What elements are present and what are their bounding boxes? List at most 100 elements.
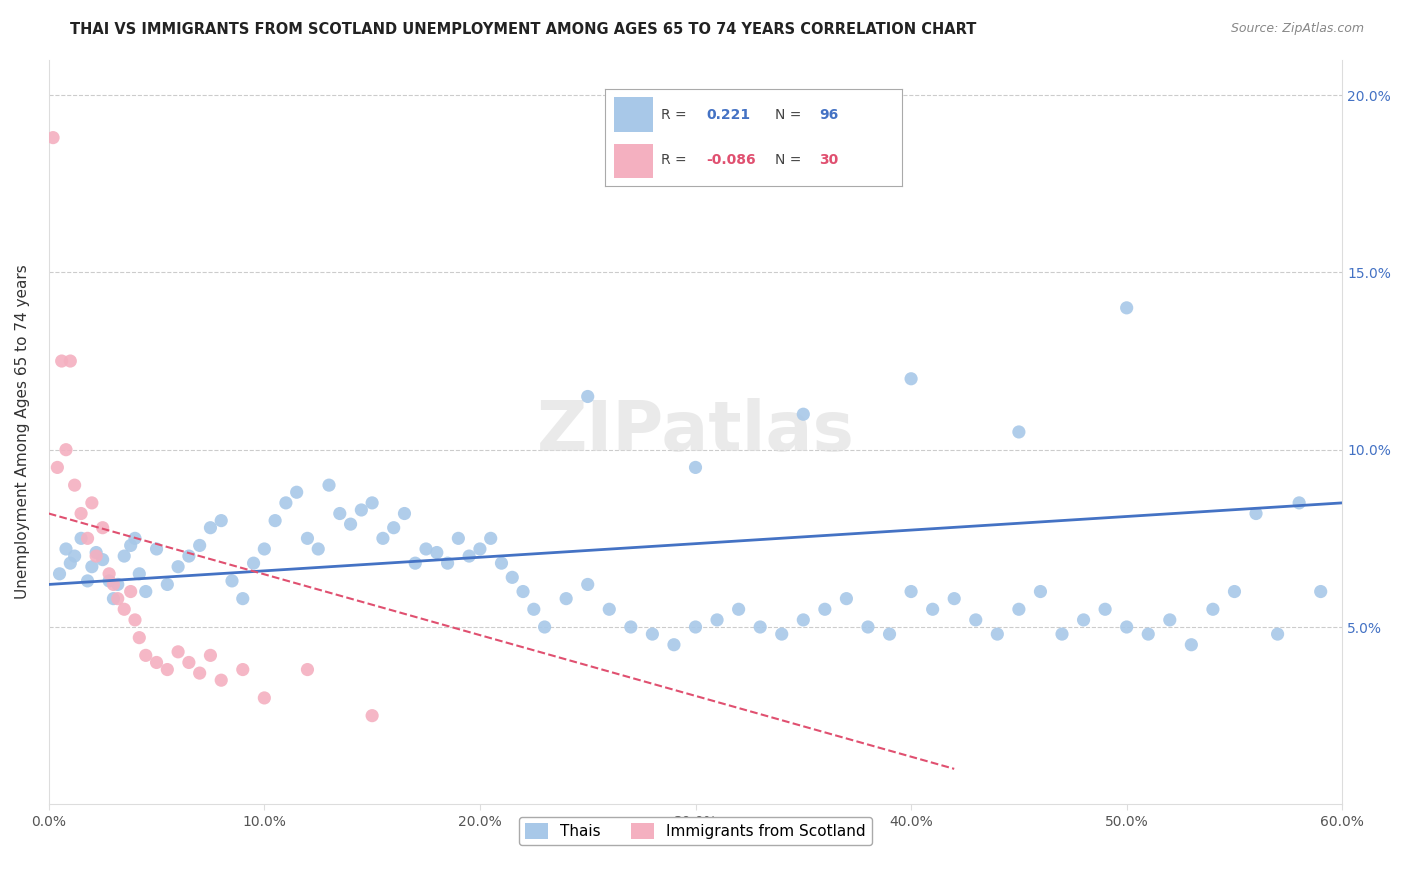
Point — [814, 602, 837, 616]
Point — [63, 549, 86, 563]
Point — [42, 130, 65, 145]
Point — [900, 372, 922, 386]
Point — [835, 591, 858, 606]
Point — [120, 584, 142, 599]
Point — [103, 591, 125, 606]
Point — [221, 574, 243, 588]
Point — [1115, 301, 1137, 315]
Point — [274, 496, 297, 510]
Point — [188, 538, 211, 552]
Point — [329, 507, 352, 521]
Point — [200, 521, 222, 535]
Point — [46, 460, 69, 475]
Point — [253, 690, 276, 705]
Point — [135, 648, 157, 663]
Point — [792, 613, 814, 627]
Point — [555, 591, 578, 606]
Legend: Thais, Immigrants from Scotland: Thais, Immigrants from Scotland — [519, 817, 872, 845]
Point — [242, 556, 264, 570]
Point — [112, 549, 135, 563]
Point — [350, 503, 373, 517]
Point — [662, 638, 685, 652]
Point — [70, 532, 93, 546]
Point — [297, 532, 319, 546]
Point — [361, 708, 384, 723]
Point — [98, 566, 121, 581]
Point — [1094, 602, 1116, 616]
Point — [685, 460, 707, 475]
Point — [98, 574, 121, 588]
Point — [167, 559, 190, 574]
Point — [1029, 584, 1052, 599]
Point — [156, 663, 179, 677]
Point — [512, 584, 534, 599]
Point — [1180, 638, 1202, 652]
Point — [1159, 613, 1181, 627]
Point — [232, 591, 254, 606]
Point — [458, 549, 481, 563]
Point — [107, 591, 129, 606]
Point — [921, 602, 943, 616]
Point — [749, 620, 772, 634]
Point — [856, 620, 879, 634]
Point — [943, 591, 966, 606]
Point — [415, 541, 437, 556]
Point — [361, 496, 384, 510]
Point — [145, 541, 167, 556]
Point — [523, 602, 546, 616]
Point — [188, 666, 211, 681]
Point — [209, 514, 232, 528]
Point — [900, 584, 922, 599]
Point — [84, 545, 107, 559]
Y-axis label: Unemployment Among Ages 65 to 74 years: Unemployment Among Ages 65 to 74 years — [15, 265, 30, 599]
Point — [232, 663, 254, 677]
Point — [124, 613, 146, 627]
Text: THAI VS IMMIGRANTS FROM SCOTLAND UNEMPLOYMENT AMONG AGES 65 TO 74 YEARS CORRELAT: THAI VS IMMIGRANTS FROM SCOTLAND UNEMPLO… — [70, 22, 977, 37]
Point — [404, 556, 426, 570]
Point — [307, 541, 329, 556]
Point — [394, 507, 416, 521]
Point — [120, 538, 142, 552]
Point — [479, 532, 502, 546]
Point — [1008, 425, 1031, 439]
Point — [128, 631, 150, 645]
Point — [986, 627, 1008, 641]
Point — [1288, 496, 1310, 510]
Point — [200, 648, 222, 663]
Point — [156, 577, 179, 591]
Point — [253, 541, 276, 556]
Point — [576, 390, 599, 404]
Point — [63, 478, 86, 492]
Point — [112, 602, 135, 616]
Point — [76, 574, 98, 588]
Point — [103, 577, 125, 591]
Point — [59, 354, 82, 368]
Point — [76, 532, 98, 546]
Point — [641, 627, 664, 641]
Point — [371, 532, 394, 546]
Point — [318, 478, 340, 492]
Point — [285, 485, 308, 500]
Point — [501, 570, 523, 584]
Point — [1073, 613, 1095, 627]
Point — [576, 577, 599, 591]
Point — [48, 566, 70, 581]
Point — [447, 532, 470, 546]
Point — [620, 620, 643, 634]
Point — [145, 656, 167, 670]
Point — [177, 549, 200, 563]
Point — [128, 566, 150, 581]
Point — [124, 532, 146, 546]
Point — [1267, 627, 1289, 641]
Point — [1309, 584, 1331, 599]
Point — [685, 620, 707, 634]
Point — [55, 442, 77, 457]
Point — [382, 521, 405, 535]
Point — [879, 627, 901, 641]
Point — [84, 549, 107, 563]
Point — [1202, 602, 1225, 616]
Point — [1115, 620, 1137, 634]
Point — [426, 545, 449, 559]
Point — [1223, 584, 1246, 599]
Point — [177, 656, 200, 670]
